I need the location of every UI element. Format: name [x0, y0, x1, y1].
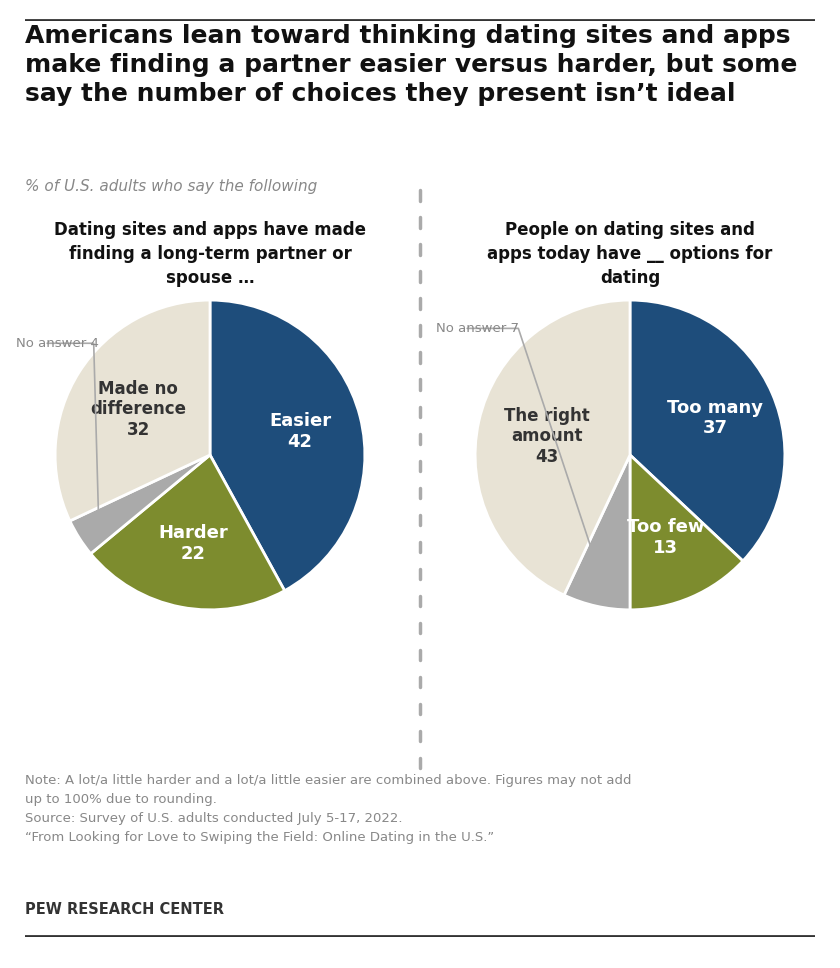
Wedge shape	[91, 455, 285, 610]
Text: Harder
22: Harder 22	[158, 524, 228, 562]
Wedge shape	[210, 300, 365, 590]
Wedge shape	[630, 455, 743, 610]
Text: Dating sites and apps have made
finding a long-term partner or
spouse …: Dating sites and apps have made finding …	[54, 222, 366, 287]
Text: % of U.S. adults who say the following: % of U.S. adults who say the following	[25, 179, 318, 194]
Text: No answer 7: No answer 7	[436, 322, 519, 335]
Wedge shape	[630, 300, 785, 561]
Text: Americans lean toward thinking dating sites and apps
make finding a partner easi: Americans lean toward thinking dating si…	[25, 24, 797, 106]
Text: Too many
37: Too many 37	[667, 399, 764, 438]
Text: Too few
13: Too few 13	[627, 518, 705, 557]
Text: The right
amount
43: The right amount 43	[504, 407, 590, 467]
Wedge shape	[70, 455, 210, 554]
Text: Note: A lot/a little harder and a lot/a little easier are combined above. Figure: Note: A lot/a little harder and a lot/a …	[25, 774, 632, 844]
Text: People on dating sites and
apps today have __ options for
dating: People on dating sites and apps today ha…	[487, 222, 773, 287]
Wedge shape	[55, 300, 210, 521]
Text: Easier
42: Easier 42	[269, 412, 331, 451]
Wedge shape	[475, 300, 630, 595]
Text: PEW RESEARCH CENTER: PEW RESEARCH CENTER	[25, 902, 224, 917]
Text: Made no
difference
32: Made no difference 32	[90, 379, 186, 439]
Wedge shape	[564, 455, 630, 610]
Text: No answer 4: No answer 4	[16, 337, 99, 349]
